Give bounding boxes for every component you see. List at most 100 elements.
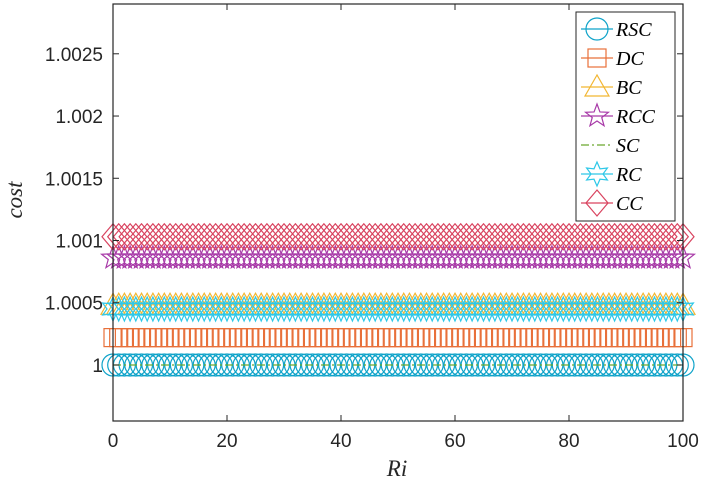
data-point <box>135 222 159 251</box>
data-point <box>163 222 188 251</box>
plot-markers <box>99 222 697 377</box>
data-point <box>152 222 177 251</box>
data-point <box>513 328 534 348</box>
data-point <box>547 328 568 348</box>
data-point <box>272 222 296 251</box>
x-tick-label: 60 <box>444 431 465 452</box>
data-point <box>268 328 288 348</box>
data-point <box>263 328 283 348</box>
legend-marker <box>585 160 609 188</box>
data-point <box>194 328 214 348</box>
data-point <box>329 353 353 377</box>
data-point <box>568 222 593 251</box>
data-point <box>614 222 638 251</box>
data-point <box>559 328 579 348</box>
data-point <box>574 222 598 251</box>
data-point <box>431 222 456 251</box>
data-point <box>399 328 419 348</box>
data-point <box>317 222 342 251</box>
series-rc <box>101 295 695 323</box>
legend-label: SC <box>616 135 640 157</box>
data-point <box>517 222 541 251</box>
legend-label: RSC <box>615 19 652 41</box>
data-point <box>120 328 140 348</box>
data-point <box>648 353 672 377</box>
data-point <box>391 222 416 251</box>
data-point <box>426 353 450 377</box>
data-point <box>249 353 273 377</box>
data-point <box>496 328 516 348</box>
data-point <box>591 222 615 251</box>
data-point <box>232 353 256 377</box>
data-point <box>536 328 556 348</box>
x-tick-label: 0 <box>108 431 119 452</box>
legend-marker <box>585 189 609 217</box>
data-point <box>331 328 351 348</box>
y-axis: 1 1.0005 1.001 1.0015 1.002 1.0025 <box>45 45 683 377</box>
data-point <box>460 222 484 251</box>
data-point <box>616 328 636 348</box>
data-point <box>220 222 245 251</box>
data-point <box>340 222 365 251</box>
data-point <box>183 328 203 348</box>
data-point <box>551 222 576 251</box>
data-point <box>625 222 650 251</box>
legend-marker <box>583 73 611 97</box>
y-tick-label: 1.0005 <box>45 294 103 315</box>
legend-item-dc: DC <box>581 48 644 70</box>
data-point <box>540 222 564 251</box>
legend-item-bc: BC <box>581 73 642 99</box>
data-point <box>414 222 439 251</box>
data-point <box>511 222 536 251</box>
data-point <box>308 328 328 348</box>
data-point <box>409 222 433 251</box>
series-rcc <box>99 244 697 270</box>
data-point <box>471 222 496 251</box>
data-point <box>477 222 501 251</box>
legend-label: RCC <box>615 106 656 128</box>
data-point <box>228 328 248 348</box>
legend-item-rc: RC <box>581 160 642 188</box>
data-point <box>576 328 596 348</box>
data-point <box>188 328 209 348</box>
data-point <box>488 222 513 251</box>
data-point <box>249 222 273 251</box>
data-point <box>277 222 302 251</box>
data-point <box>434 328 454 348</box>
data-point <box>661 328 682 348</box>
data-point <box>169 222 194 251</box>
data-point <box>337 328 357 348</box>
x-tick-label: 100 <box>667 431 699 452</box>
data-point <box>169 353 193 377</box>
data-point <box>234 328 254 348</box>
x-tick-label: 80 <box>558 431 579 452</box>
data-point <box>491 328 511 348</box>
data-point <box>289 222 313 251</box>
data-point <box>654 222 678 251</box>
data-point <box>659 222 684 251</box>
legend-label: RC <box>615 164 642 186</box>
data-point <box>570 328 591 348</box>
data-point <box>141 222 165 251</box>
data-point <box>479 328 499 348</box>
data-point <box>534 222 558 251</box>
data-point <box>525 328 545 348</box>
data-point <box>593 328 613 348</box>
data-point <box>388 328 408 348</box>
plot-area-border <box>112 3 684 422</box>
data-point <box>468 328 488 348</box>
data-point <box>426 222 450 251</box>
data-point <box>382 328 402 348</box>
data-point <box>365 328 385 348</box>
y-tick-label: 1.0025 <box>45 45 103 66</box>
data-point <box>656 328 676 348</box>
data-point <box>627 328 648 348</box>
legend-marker <box>587 48 607 68</box>
data-point <box>149 328 169 348</box>
data-point <box>420 222 444 251</box>
data-point <box>633 328 653 348</box>
data-point <box>209 222 234 251</box>
data-point <box>320 328 340 348</box>
data-point <box>439 328 459 348</box>
